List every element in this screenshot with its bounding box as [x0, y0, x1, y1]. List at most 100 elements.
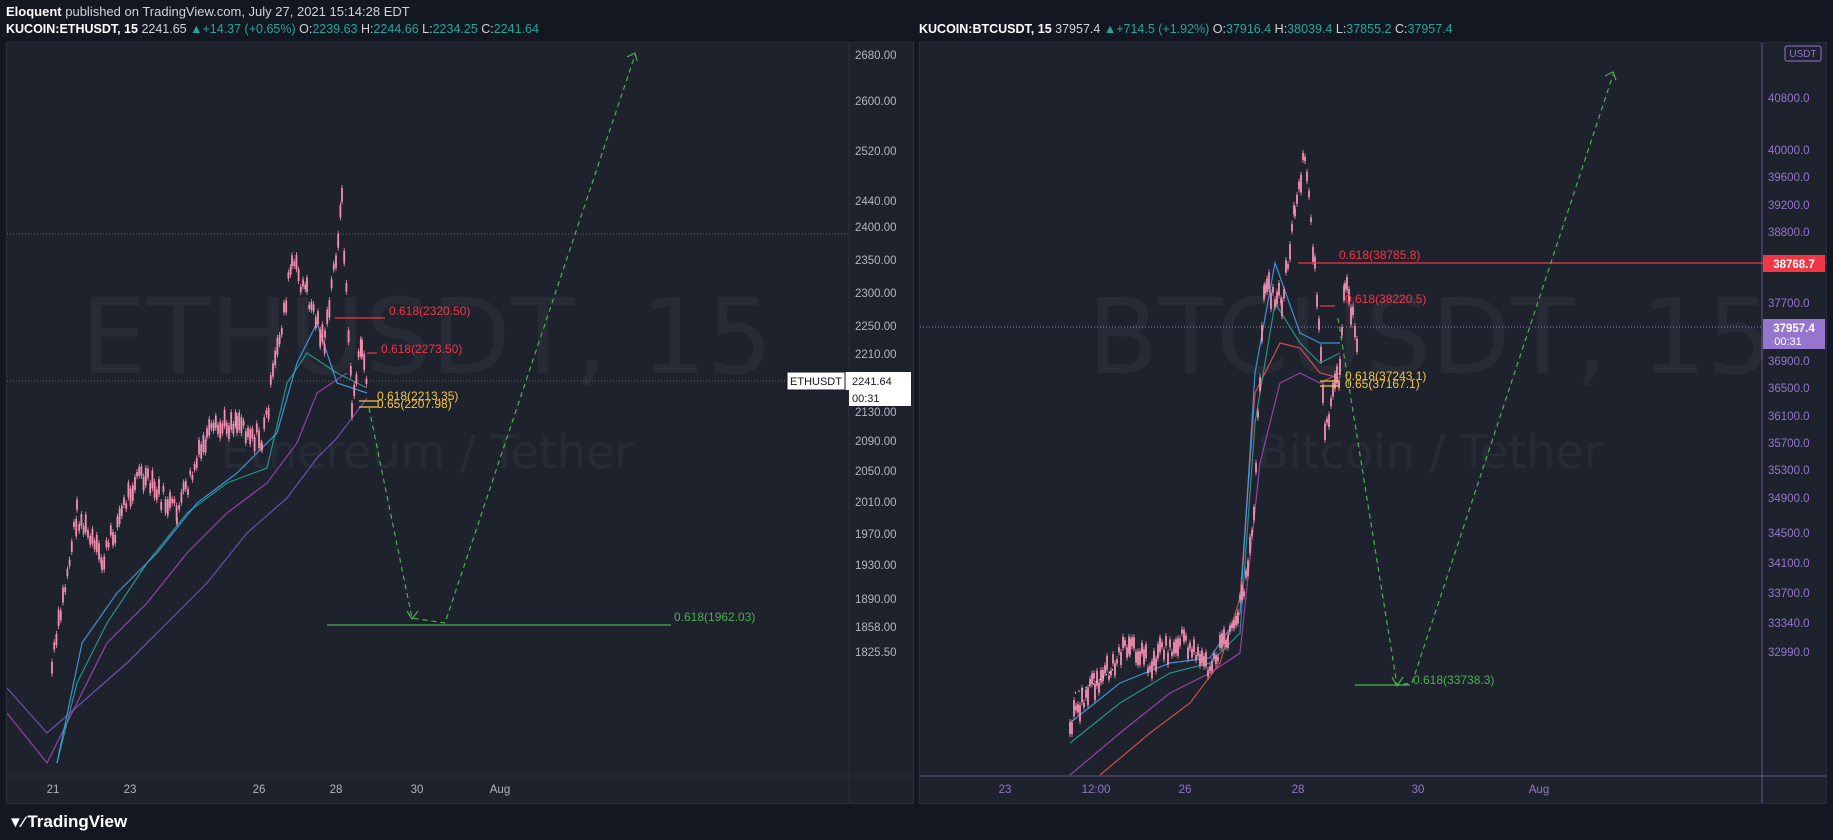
eth-candle: [319, 329, 322, 347]
eth-candle: [240, 417, 243, 434]
btc-candle: [1193, 639, 1195, 653]
eth-candle: [343, 250, 346, 264]
eth-candle: [112, 532, 114, 546]
btc-candle: [1171, 651, 1173, 656]
eth-candle: [314, 317, 317, 329]
btc-up-arrow-icon: ▲: [1103, 22, 1117, 36]
eth-candle: [365, 378, 368, 384]
btc-candle: [1085, 689, 1087, 698]
btc-time-axis[interactable]: 23 12:00 26 28 30 Aug: [999, 784, 1550, 796]
eth-x-tick-label: 23: [124, 784, 137, 796]
btc-candle: [1110, 670, 1112, 676]
btc-candle: [1131, 637, 1133, 647]
eth-candle: [361, 340, 363, 358]
btc-y-tick-label: 37700.0: [1768, 298, 1810, 310]
btc-candles: [1069, 150, 1358, 738]
eth-y-tick-label: 2250.00: [855, 321, 897, 333]
btc-candle: [1322, 384, 1324, 403]
btc-candle: [1173, 642, 1175, 654]
btc-candle: [1147, 667, 1149, 674]
btc-candle: [1255, 462, 1257, 473]
btc-candle: [1332, 382, 1334, 397]
eth-candle: [151, 470, 154, 489]
btc-currency-button[interactable]: [1784, 45, 1822, 62]
btc-y-tick-label: 36500.0: [1768, 383, 1810, 395]
btc-candle: [1348, 289, 1350, 304]
eth-up-arrow-icon: ▲: [190, 22, 203, 36]
btc-symbol[interactable]: KUCOIN:BTCUSDT, 15: [919, 22, 1052, 36]
btc-candle: [1098, 682, 1100, 693]
btc-candle: [1163, 649, 1165, 660]
btc-y-tick-label: 33700.0: [1768, 588, 1810, 600]
btc-candle: [1177, 638, 1179, 656]
eth-candle: [302, 279, 304, 287]
eth-candle: [70, 541, 73, 552]
eth-chart-svg[interactable]: ETHUSDT, 15 Ethereum / Tether 0.618(2320…: [7, 43, 913, 803]
btc-candle: [1213, 653, 1215, 659]
btc-y-tick-label: 33340.0: [1768, 618, 1810, 630]
btc-candle: [1304, 156, 1306, 162]
btc-y-tick-label: 36100.0: [1768, 411, 1810, 423]
eth-x-tick-label: 21: [47, 784, 60, 796]
btc-red-price-badge: [1763, 255, 1825, 272]
btc-candle: [1217, 656, 1219, 661]
eth-candle: [187, 488, 189, 495]
btc-h-label: H:: [1274, 22, 1288, 36]
eth-time-axis[interactable]: 21 23 26 28 30 Aug: [47, 784, 511, 796]
author-name[interactable]: Eloquent: [6, 4, 62, 19]
btc-candle: [1129, 639, 1131, 655]
eth-candle: [267, 407, 270, 420]
btc-candle: [1285, 260, 1287, 273]
eth-y-tick-label: 2440.00: [855, 196, 897, 208]
btc-candle: [1183, 629, 1185, 642]
eth-candle: [276, 337, 279, 355]
btc-candle: [1257, 410, 1259, 418]
btc-candle: [1350, 307, 1352, 325]
btc-candle: [1071, 722, 1073, 735]
eth-fib-label-1: 0.618(2320.50): [389, 304, 470, 318]
eth-change: +14.37 (+0.65%): [202, 22, 296, 36]
btc-chart-svg[interactable]: BTCUSDT, 15 Bitcoin / Tether 0.618(38785…: [920, 43, 1826, 803]
eth-price-axis[interactable]: 2680.00 2600.00 2520.00 2440.00 2400.00 2350.…: [855, 50, 897, 659]
btc-candle: [1336, 366, 1338, 384]
eth-candle: [244, 431, 247, 444]
eth-ticker-badge: [786, 371, 846, 391]
eth-c-label: C:: [481, 22, 494, 36]
tradingview-brand[interactable]: ▼∕ TradingView: [8, 812, 127, 832]
eth-candle: [51, 661, 53, 674]
eth-y-tick-label: 2210.00: [855, 349, 897, 361]
eth-candle: [140, 466, 143, 476]
eth-symbol[interactable]: KUCOIN:ETHUSDT, 15: [6, 22, 138, 36]
btc-candle: [1280, 298, 1282, 304]
eth-legend: KUCOIN:ETHUSDT, 15 2241.65 ▲+14.37 (+0.6…: [6, 22, 539, 36]
btc-candle: [1356, 338, 1358, 352]
eth-y-tick-label: 2680.00: [855, 50, 897, 62]
eth-candle: [285, 300, 288, 313]
btc-candle: [1185, 635, 1187, 641]
eth-y-tick-label: 1890.00: [855, 594, 897, 606]
eth-candle: [206, 428, 208, 438]
eth-candle: [304, 284, 307, 290]
btc-candle: [1126, 647, 1128, 658]
eth-candle: [118, 508, 121, 525]
eth-candle: [53, 642, 56, 650]
eth-projection-arrow-high-icon: [626, 52, 638, 62]
btc-candle: [1278, 283, 1280, 296]
btc-fib-label-3: 0.618(37243.1): [1345, 369, 1426, 383]
eth-candle: [347, 330, 350, 343]
eth-chart-panel[interactable]: ETHUSDT, 15 Ethereum / Tether 0.618(2320…: [6, 42, 914, 804]
btc-candle: [1287, 264, 1289, 269]
btc-ma-blue: [1069, 260, 1340, 724]
eth-candle: [176, 517, 178, 524]
btc-candle: [1108, 675, 1110, 680]
btc-chart-panel[interactable]: BTCUSDT, 15 Bitcoin / Tether 0.618(38785…: [919, 42, 1827, 804]
eth-candle: [323, 343, 326, 354]
btc-candle: [1276, 291, 1278, 305]
eth-candle: [349, 365, 352, 376]
eth-candle: [127, 482, 130, 498]
btc-price-axis[interactable]: 40800.040000.039600.039200.038800.038300…: [1768, 93, 1810, 659]
eth-candle: [75, 518, 78, 537]
eth-candle: [116, 516, 119, 528]
btc-candle: [1306, 171, 1308, 182]
eth-candle: [98, 543, 100, 560]
